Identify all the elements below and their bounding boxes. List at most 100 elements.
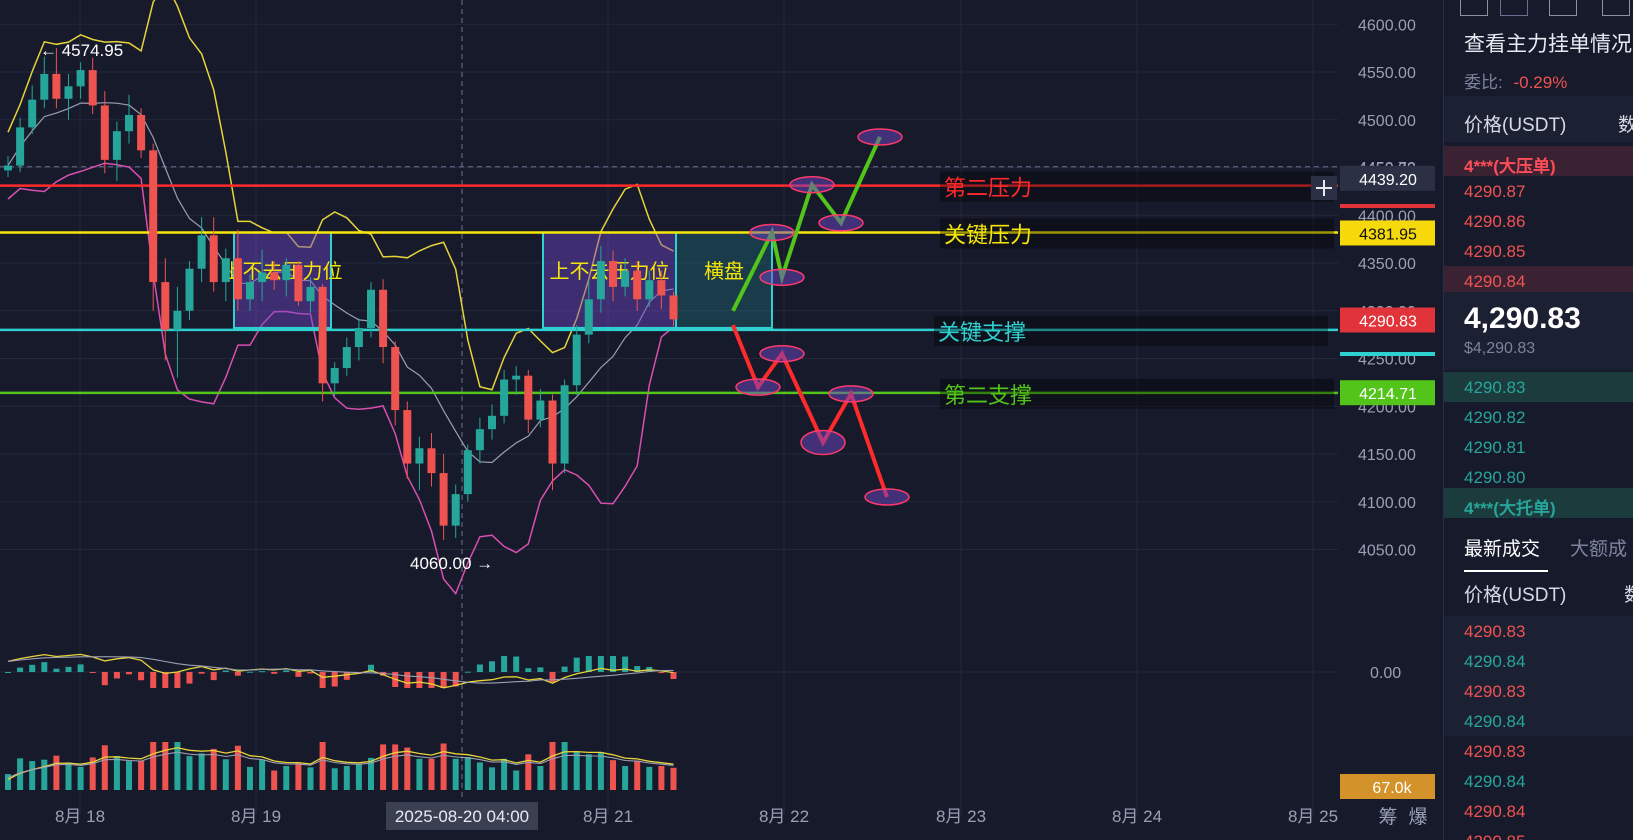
candle-body — [137, 114, 146, 151]
macd-bar — [319, 672, 326, 688]
bid-row[interactable]: 4290.82 — [1444, 402, 1633, 432]
layout-icon[interactable] — [1602, 0, 1630, 16]
candle-body — [125, 114, 133, 132]
volume-bar — [489, 767, 495, 790]
candle-body — [439, 473, 448, 526]
macd-bar — [5, 672, 11, 673]
macd-bar — [331, 672, 338, 687]
candle-body — [330, 368, 339, 384]
crosshair-date: 2025-08-20 04:00 — [395, 807, 529, 826]
volume-bar — [162, 742, 169, 790]
bookmark-icon[interactable] — [1500, 0, 1528, 16]
crosshair-date-bg — [386, 802, 538, 830]
trade-row[interactable]: 4290.84 — [1444, 706, 1633, 736]
chip-icon: 筹 — [1378, 806, 1397, 828]
macd-bar — [222, 670, 229, 672]
trade-row[interactable]: 4290.85 — [1444, 826, 1633, 840]
trade-tabs: 最新成交 大额成 — [1444, 528, 1633, 574]
big-bid-row[interactable]: 4***(大托单) — [1444, 488, 1633, 518]
x-tick-label: 8月 18 — [55, 807, 105, 826]
candle-body — [173, 310, 182, 330]
ask-row[interactable]: 4290.86 — [1444, 206, 1633, 236]
axes: 4600.004550.004500.004450.004400.004350.… — [40, 17, 1435, 830]
macd-bar — [138, 672, 145, 681]
candle-body — [475, 429, 484, 451]
trade-row-price: 4290.84 — [1464, 802, 1526, 821]
annotation-box — [675, 231, 773, 329]
low-marker: 4060.00 → — [410, 554, 493, 573]
side-title[interactable]: 查看主力挂单情况 — [1464, 33, 1632, 56]
ask-row[interactable]: 4290.84 — [1444, 266, 1633, 296]
trade-row[interactable]: 4290.83 — [1444, 676, 1633, 706]
price-tag: 4439.20 — [1359, 172, 1417, 189]
volume-bar — [428, 758, 435, 790]
volume-bar — [259, 759, 266, 790]
candle-body — [76, 70, 85, 87]
tab-latest-trades[interactable]: 最新成交 — [1464, 539, 1541, 560]
volume-bar — [476, 762, 483, 790]
candle-body — [669, 295, 678, 320]
annotation-boxes: 上不去压力位上不去压力位横盘 — [223, 231, 773, 329]
macd-bar — [234, 672, 241, 676]
ask-row[interactable]: 4290.85 — [1444, 236, 1633, 266]
trade-row-price: 4290.84 — [1464, 652, 1526, 671]
candle-body — [294, 264, 303, 302]
macd-bar — [283, 670, 290, 672]
bullish-scenario-path — [731, 136, 882, 312]
candle-body — [306, 286, 315, 302]
volume-tag-bg — [1340, 774, 1435, 799]
volume-bar — [440, 743, 447, 790]
volume-bar — [234, 745, 241, 790]
expand-icon[interactable] — [1460, 0, 1488, 16]
trade-row[interactable]: 4290.84 — [1444, 646, 1633, 676]
trade-row[interactable]: 4290.84 — [1444, 796, 1633, 826]
macd-bar — [186, 672, 193, 684]
candle-body — [645, 280, 654, 300]
trade-row-price: 4290.84 — [1464, 712, 1526, 731]
candle-body — [560, 385, 569, 464]
order-book-panel: 查看主力挂单情况 委比: -0.29% 价格(USDT) 数 4***(大压单)… — [1443, 0, 1633, 840]
y-tick-label: 4150.00 — [1358, 447, 1416, 464]
volume-bar — [573, 751, 580, 790]
bid-row-price: 4290.80 — [1464, 468, 1526, 487]
list-icon[interactable] — [1549, 0, 1577, 16]
bid-row[interactable]: 4290.83 — [1444, 372, 1633, 402]
pivot-marker — [735, 378, 781, 396]
bid-row[interactable]: 4290.81 — [1444, 432, 1633, 462]
trade-row[interactable]: 4290.83 — [1444, 616, 1633, 646]
candle-body — [596, 261, 605, 300]
trade-row[interactable]: 4290.84 — [1444, 766, 1633, 796]
scenario-paths — [731, 128, 910, 506]
macd-bar — [210, 672, 217, 681]
bid-row[interactable]: 4290.80 — [1444, 462, 1633, 492]
volume-bar — [561, 742, 568, 790]
candle-body — [415, 448, 424, 464]
volume-bar — [380, 744, 387, 790]
pivot-marker — [818, 214, 864, 232]
bearish-scenario-path — [731, 324, 889, 498]
macd-bar — [17, 667, 24, 672]
volume-bar — [319, 742, 326, 790]
tab-big-trades[interactable]: 大额成 — [1570, 539, 1628, 560]
last-price-block[interactable]: 4,290.83 $4,290.83 — [1444, 292, 1633, 370]
plus-icon — [1316, 180, 1332, 196]
price-tag-bg — [1340, 307, 1435, 333]
volume-bar — [101, 745, 108, 790]
macd-bar — [610, 656, 616, 672]
big-bid-label: 4***(大托单) — [1464, 499, 1556, 518]
trade-row[interactable]: 4290.83 — [1444, 736, 1633, 766]
macd-bar — [307, 672, 314, 674]
volume-bar — [464, 757, 471, 790]
volume-bar — [549, 742, 556, 790]
macd-bar — [440, 672, 447, 688]
lower-band-line — [7, 162, 674, 596]
ask-row[interactable]: 4290.87 — [1444, 176, 1633, 206]
volume-bar — [53, 755, 60, 790]
big-ask-row[interactable]: 4***(大压单) — [1444, 146, 1633, 176]
candle-body — [282, 264, 291, 281]
macd-bar — [150, 672, 157, 688]
macd-bar — [585, 656, 592, 672]
volume-bar — [404, 747, 411, 790]
volume-bar — [307, 767, 314, 790]
